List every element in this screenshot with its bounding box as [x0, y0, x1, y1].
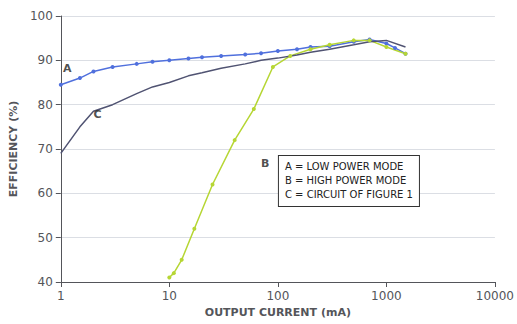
svg-text:60: 60 [38, 186, 53, 200]
svg-text:C = CIRCUIT OF FIGURE 1: C = CIRCUIT OF FIGURE 1 [285, 189, 413, 200]
svg-text:A = LOW POWER MODE: A = LOW POWER MODE [285, 161, 403, 172]
svg-text:10000: 10000 [476, 289, 514, 303]
svg-text:B: B [261, 157, 269, 170]
svg-text:80: 80 [38, 98, 53, 112]
svg-text:50: 50 [38, 231, 53, 245]
svg-text:10: 10 [162, 289, 177, 303]
svg-text:EFFICIENCY (%): EFFICIENCY (%) [7, 101, 20, 197]
svg-text:90: 90 [38, 53, 53, 67]
svg-text:100: 100 [30, 9, 53, 23]
svg-text:70: 70 [38, 142, 53, 156]
svg-text:OUTPUT CURRENT (mA): OUTPUT CURRENT (mA) [205, 306, 351, 319]
svg-text:1000: 1000 [371, 289, 402, 303]
svg-text:100: 100 [266, 289, 289, 303]
svg-text:40: 40 [38, 275, 53, 289]
svg-text:B = HIGH POWER MODE: B = HIGH POWER MODE [285, 175, 406, 186]
svg-text:A: A [63, 62, 72, 75]
svg-text:C: C [93, 108, 101, 121]
svg-text:1: 1 [57, 289, 65, 303]
